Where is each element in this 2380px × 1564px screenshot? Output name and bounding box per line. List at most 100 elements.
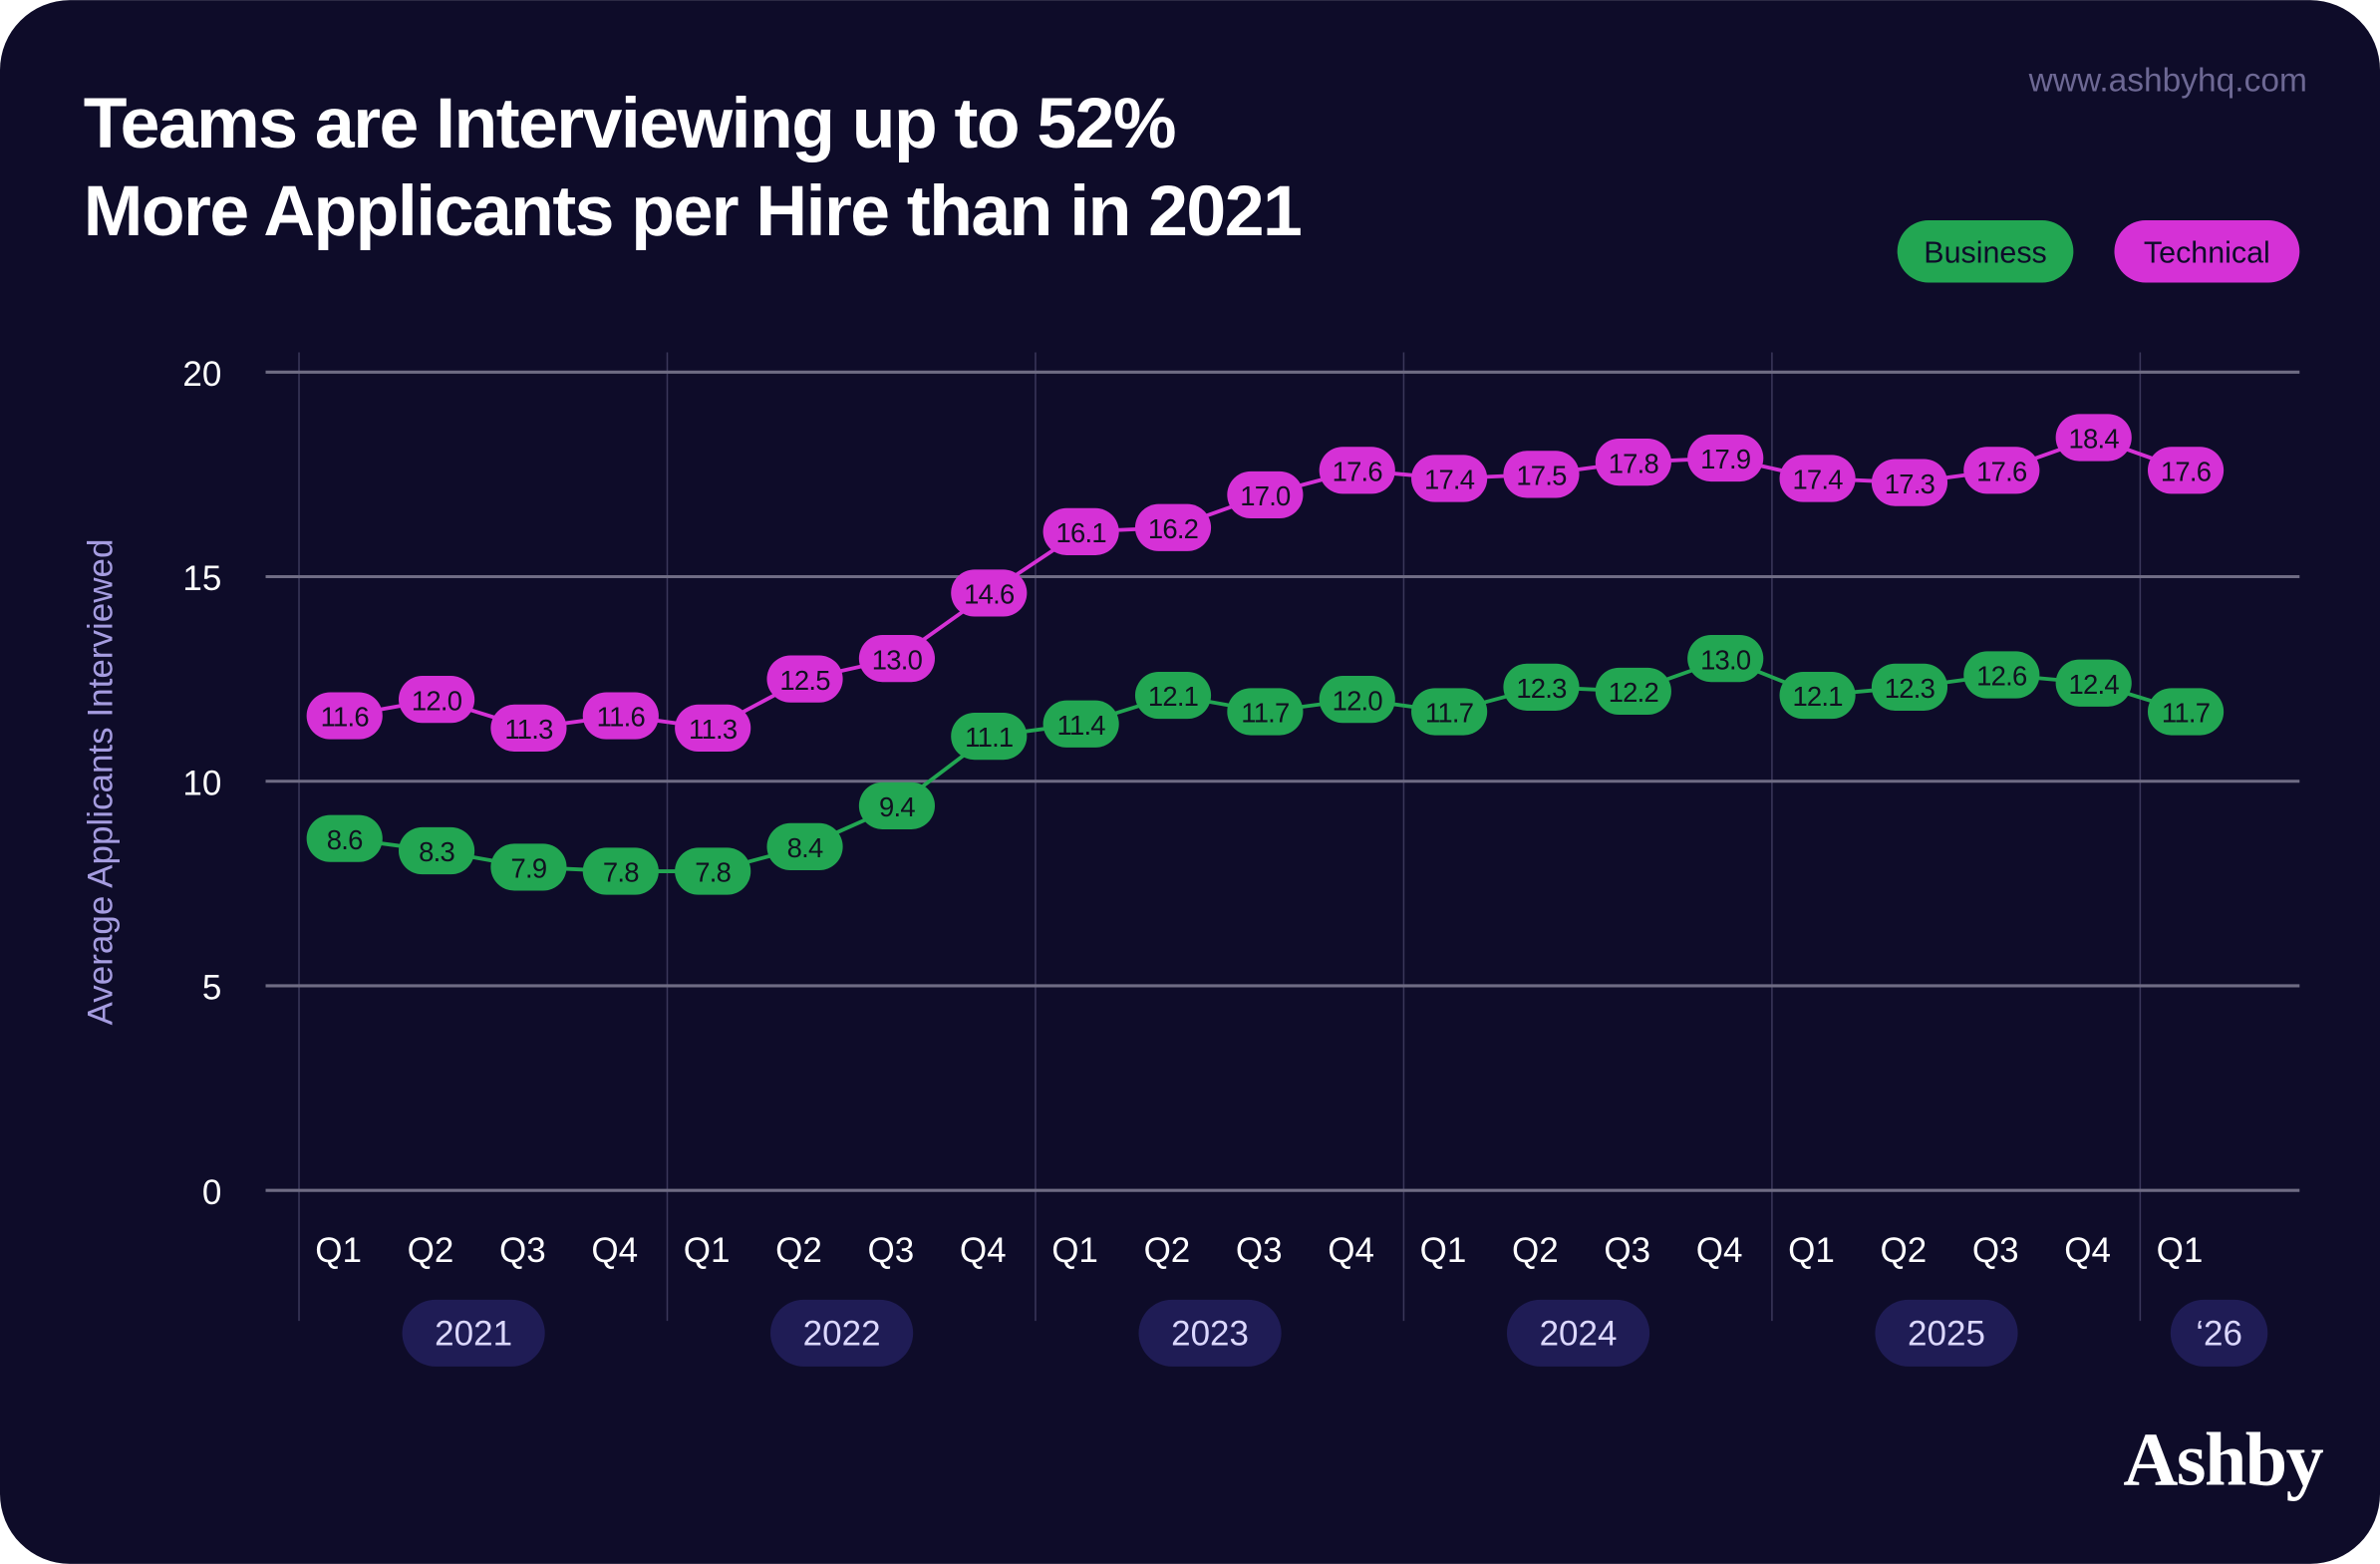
- year-label: 2024: [1540, 1315, 1618, 1354]
- year-label: 2021: [435, 1315, 512, 1354]
- y-tick-label: 10: [182, 764, 221, 802]
- year-pill: [1138, 1299, 1282, 1367]
- data-label-business: 8.4: [787, 832, 823, 863]
- data-point-business: [1134, 671, 1212, 720]
- data-label-business: 9.4: [879, 791, 915, 822]
- data-label-business: 12.1: [1792, 681, 1842, 712]
- data-point-business: [1963, 651, 2040, 699]
- year-pill: [2170, 1299, 2268, 1367]
- data-label-technical: 17.3: [1885, 469, 1935, 499]
- y-tick-label: 0: [202, 1173, 221, 1212]
- year-pill: [1506, 1299, 1650, 1367]
- data-point-business: [306, 814, 383, 862]
- legend-item-business[interactable]: Business: [1897, 220, 2074, 283]
- data-point-technical: [582, 692, 659, 740]
- data-point-technical: [951, 569, 1028, 617]
- data-point-business: [1595, 667, 1671, 716]
- grid: [265, 352, 2300, 1322]
- x-tick-label: Q2: [1881, 1231, 1928, 1270]
- year-pill: [770, 1299, 914, 1367]
- data-label-technical: 16.2: [1148, 513, 1198, 544]
- data-label-business: 11.1: [965, 722, 1013, 753]
- x-tick-label: Q1: [1788, 1231, 1835, 1270]
- data-point-technical: [399, 676, 475, 724]
- data-point-technical: [1411, 455, 1488, 502]
- legend: Business Technical: [1897, 220, 2300, 283]
- data-label-business: 12.3: [1516, 673, 1567, 704]
- data-label-technical: 17.9: [1700, 444, 1750, 474]
- x-tick-label: Q3: [1604, 1231, 1650, 1270]
- data-label-business: 12.4: [2069, 669, 2120, 700]
- data-label-business: 11.7: [2162, 698, 2210, 729]
- y-tick-label: 5: [202, 969, 221, 1008]
- data-point-business: [1227, 688, 1304, 736]
- data-point-technical: [1503, 451, 1580, 498]
- data-label-technical: 14.6: [964, 579, 1015, 610]
- x-tick-label: Q4: [1696, 1231, 1743, 1270]
- data-point-business: [858, 782, 935, 829]
- legend-label-business: Business: [1924, 236, 2047, 270]
- data-label-business: 11.7: [1425, 698, 1473, 729]
- data-point-technical: [766, 655, 843, 703]
- data-label-business: 7.8: [603, 857, 639, 888]
- chart-title-line2: More Applicants per Hire than in 2021: [84, 171, 1302, 251]
- data-point-technical: [675, 704, 751, 752]
- x-tick-label: Q4: [1328, 1231, 1374, 1270]
- data-label-business: 12.6: [1976, 661, 2027, 692]
- data-label-technical: 17.6: [2161, 456, 2212, 486]
- data-point-business: [766, 822, 843, 871]
- data-point-technical: [1779, 455, 1856, 502]
- data-label-business: 12.3: [1885, 673, 1935, 704]
- data-point-technical: [1963, 447, 2040, 494]
- x-tick-label: Q1: [1420, 1231, 1467, 1270]
- website-url[interactable]: www.ashbyhq.com: [2028, 63, 2307, 100]
- data-label-technical: 18.4: [2069, 424, 2120, 455]
- data-label-technical: 11.6: [321, 702, 370, 733]
- data-label-technical: 12.5: [779, 665, 830, 696]
- x-tick-label: Q3: [867, 1231, 914, 1270]
- x-tick-label: Q2: [1512, 1231, 1559, 1270]
- data-label-business: 12.2: [1609, 677, 1658, 708]
- data-point-technical: [1042, 507, 1119, 555]
- year-label: 2025: [1908, 1315, 1985, 1354]
- y-axis-label: Average Applicants Interviewed: [82, 539, 121, 1026]
- data-labels: 8.6 8.3 7.9 7.8 7.8 8.4 9.4 11.1 11.4 12.1 11.7 12.…: [306, 414, 2225, 895]
- data-point-technical: [1319, 447, 1395, 494]
- data-point-technical: [2147, 447, 2225, 494]
- data-label-business: 7.8: [695, 857, 731, 888]
- data-point-technical: [490, 704, 567, 752]
- y-tick-labels: 0 5 10 15 20: [182, 355, 221, 1212]
- x-tick-labels: Q1 Q2 Q3 Q4 Q1 Q2 Q3 Q4 Q1 Q2 Q3 Q4 Q1 Q2 Q3 Q4 Q1 Q2 Q3 Q4…: [315, 1231, 2203, 1270]
- data-label-technical: 13.0: [872, 644, 923, 675]
- data-point-business: [399, 826, 475, 875]
- data-point-technical: [1595, 438, 1671, 486]
- data-point-business: [2055, 659, 2132, 707]
- data-point-business: [1042, 700, 1119, 748]
- data-point-business: [1503, 663, 1580, 711]
- x-tick-label: Q2: [775, 1231, 822, 1270]
- data-point-business: [1319, 676, 1395, 724]
- x-tick-label: Q1: [684, 1231, 731, 1270]
- data-point-technical: [1687, 434, 1764, 482]
- data-point-business: [1779, 671, 1856, 720]
- x-tick-label: Q2: [1144, 1231, 1191, 1270]
- data-point-business: [582, 847, 659, 895]
- data-label-business: 12.1: [1148, 681, 1198, 712]
- data-point-technical: [1871, 459, 1948, 506]
- data-label-business: 7.9: [511, 853, 547, 884]
- data-label-technical: 17.0: [1240, 480, 1291, 511]
- data-label-technical: 17.6: [1976, 456, 2027, 486]
- data-point-technical: [2055, 414, 2132, 462]
- x-tick-label: Q3: [499, 1231, 546, 1270]
- year-label: 2022: [803, 1315, 881, 1354]
- y-tick-label: 20: [182, 355, 221, 394]
- data-point-technical: [1227, 470, 1304, 519]
- data-label-business: 8.6: [327, 824, 363, 855]
- legend-label-technical: Technical: [2144, 236, 2270, 270]
- data-label-technical: 17.4: [1424, 465, 1475, 495]
- legend-item-technical[interactable]: Technical: [2114, 220, 2300, 283]
- data-label-technical: 16.1: [1056, 517, 1106, 548]
- x-tick-label: Q1: [2157, 1231, 2204, 1270]
- data-label-technical: 17.4: [1792, 465, 1843, 495]
